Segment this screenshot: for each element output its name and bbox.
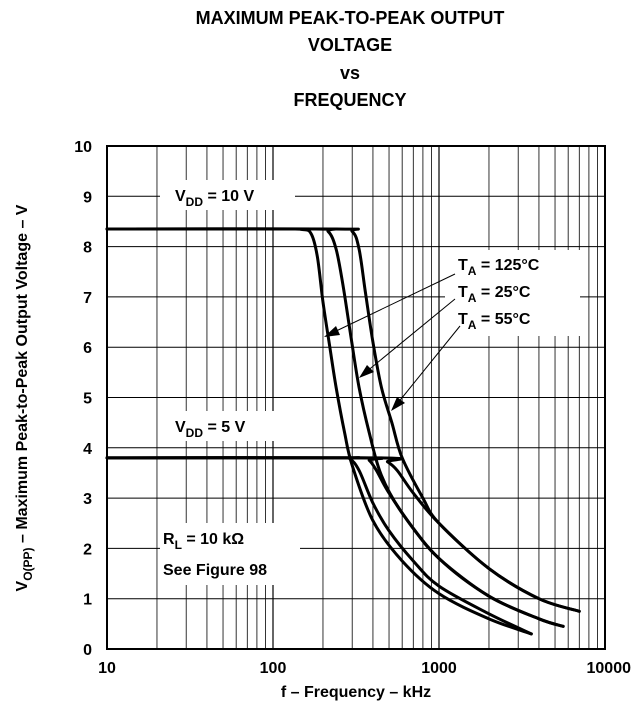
y-tick-label: 7: [83, 290, 92, 307]
y-tick-label: 9: [83, 189, 92, 206]
leader-arrows: [324, 273, 461, 411]
plot-frame: [106, 145, 606, 650]
see-figure-label: See Figure 98: [163, 562, 267, 579]
arrowhead-25: [359, 365, 374, 378]
y-tick-label: 1: [83, 592, 92, 609]
y-tick-label: 0: [83, 642, 92, 659]
x-tick-labels: 10 100 1000 10000: [98, 660, 631, 677]
y-tick-label: 10: [74, 139, 92, 156]
y-tick-label: 6: [83, 340, 92, 357]
arrowhead-125: [324, 326, 340, 337]
y-tick-label: 8: [83, 240, 92, 257]
vdd5-label-bg: [160, 411, 285, 441]
arrow-line-25: [365, 298, 456, 373]
title-line-4: FREQUENCY: [293, 90, 406, 110]
y-tick-labels: 0 1 2 3 4 5 6 7 8 9 10: [74, 139, 92, 659]
vdd10-label-bg: [160, 180, 295, 210]
vdd5-label: VDD = 5 V: [175, 419, 246, 440]
x-tick-label: 100: [260, 660, 287, 677]
title-line-2: VOLTAGE: [308, 35, 392, 55]
arrowhead-55: [391, 397, 405, 411]
ta55-label: TA = 55°C: [458, 311, 531, 332]
series-layer: [105, 227, 581, 636]
x-tick-label: 10000: [587, 660, 632, 677]
x-tick-label: 1000: [421, 660, 457, 677]
rl-label: RL = 10 kΩ: [163, 531, 244, 552]
series-line-vdd5-55: [105, 456, 581, 613]
temperature-labels-bg: [445, 250, 580, 336]
ta25-label: TA = 25°C: [458, 284, 531, 305]
chart-title: MAXIMUM PEAK-TO-PEAK OUTPUT VOLTAGE vs F…: [196, 8, 505, 110]
title-line-1: MAXIMUM PEAK-TO-PEAK OUTPUT: [196, 8, 505, 28]
title-line-3: vs: [340, 63, 360, 83]
x-tick-label: 10: [98, 660, 116, 677]
arrow-line-55: [396, 325, 461, 405]
conditions-labels-bg: [160, 523, 300, 585]
y-tick-label: 3: [83, 491, 92, 508]
vdd10-label: VDD = 10 V: [175, 188, 254, 209]
y-tick-label: 2: [83, 541, 92, 558]
x-axis-label: f – Frequency – kHz: [281, 684, 431, 701]
ta125-label: TA = 125°C: [458, 257, 540, 278]
arrow-line-125: [331, 273, 456, 334]
y-tick-label: 5: [83, 391, 92, 408]
y-axis-label: VO(PP) – Maximum Peak-to-Peak Output Vol…: [14, 204, 35, 591]
y-tick-label: 4: [83, 441, 92, 458]
